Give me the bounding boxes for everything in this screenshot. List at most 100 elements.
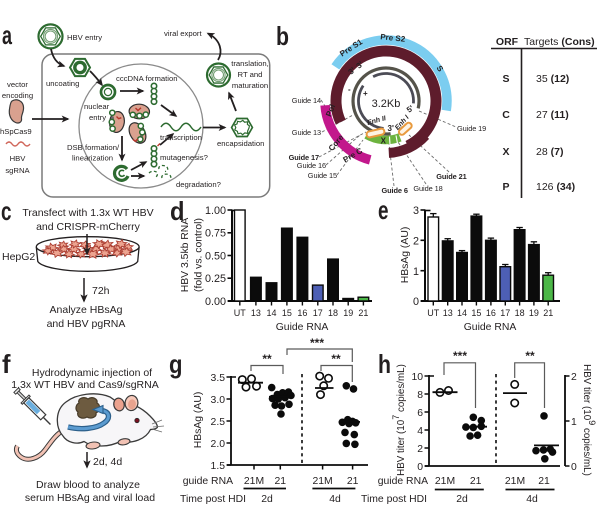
svg-text:21: 21 [538, 476, 550, 487]
svg-text:21: 21 [543, 308, 553, 318]
svg-text:**: ** [262, 352, 272, 366]
svg-text:Guide 19: Guide 19 [457, 124, 486, 133]
svg-text:ORF: ORF [496, 36, 519, 48]
svg-text:1.3x WT HBV and Cas9/sgRNA: 1.3x WT HBV and Cas9/sgRNA [11, 379, 158, 391]
svg-text:HBV 3.5kb RNA: HBV 3.5kb RNA [180, 218, 191, 293]
svg-text:Guide RNA: Guide RNA [276, 322, 329, 333]
svg-text:1: 1 [571, 417, 577, 428]
svg-text:maturation: maturation [232, 81, 268, 90]
svg-text:18: 18 [328, 308, 338, 318]
svg-text:Pol: Pol [324, 103, 337, 118]
svg-text:27 (11): 27 (11) [536, 109, 569, 121]
svg-text:28 (7): 28 (7) [536, 146, 563, 158]
svg-text:f: f [2, 349, 11, 379]
svg-text:1.5: 1.5 [211, 461, 226, 472]
svg-text:2: 2 [571, 372, 577, 383]
svg-text:Hydrodynamic injection of: Hydrodynamic injection of [32, 367, 152, 379]
svg-text:0.75: 0.75 [205, 228, 226, 240]
svg-text:13: 13 [251, 308, 261, 318]
svg-text:15: 15 [471, 308, 481, 318]
svg-text:RT and: RT and [238, 70, 263, 79]
svg-text:X: X [381, 137, 387, 146]
svg-text:+: + [363, 89, 368, 98]
svg-text:16: 16 [297, 308, 307, 318]
svg-text:21: 21 [347, 476, 359, 487]
svg-text:6: 6 [417, 408, 423, 419]
svg-text:HBV: HBV [10, 154, 27, 163]
svg-text:**: ** [525, 349, 535, 363]
svg-text:guide RNA: guide RNA [378, 476, 428, 487]
svg-text:Targets (Cons): Targets (Cons) [524, 36, 595, 48]
svg-text:19: 19 [529, 308, 539, 318]
svg-text:X: X [502, 146, 509, 158]
svg-text:0: 0 [417, 462, 423, 473]
svg-text:Guide 18: Guide 18 [413, 184, 442, 193]
svg-text:2d: 2d [456, 494, 468, 505]
svg-text:21: 21 [358, 308, 368, 318]
svg-text:2.5: 2.5 [211, 417, 226, 428]
svg-text:Guide 16: Guide 16 [297, 161, 326, 170]
svg-text:encoding: encoding [2, 91, 33, 100]
svg-text:Guide RNA: Guide RNA [464, 322, 517, 333]
svg-text:2d, 4d: 2d, 4d [93, 456, 122, 468]
svg-text:serum HBsAg and viral load: serum HBsAg and viral load [25, 492, 155, 504]
svg-text:19: 19 [343, 308, 353, 318]
svg-text:0: 0 [413, 296, 419, 308]
svg-text:18: 18 [515, 308, 525, 318]
svg-text:***: *** [453, 349, 467, 363]
svg-text:entry: entry [89, 113, 106, 122]
svg-text:14: 14 [266, 308, 276, 318]
svg-text:viral export: viral export [164, 29, 202, 38]
svg-text:3.5: 3.5 [211, 373, 226, 384]
svg-text:21M: 21M [505, 476, 525, 487]
svg-text:2d: 2d [261, 494, 273, 505]
svg-text:Time post HDI: Time post HDI [361, 494, 427, 505]
svg-text:hSpCas9: hSpCas9 [0, 127, 32, 136]
svg-text:b: b [276, 21, 289, 51]
svg-text:linearization: linearization [72, 154, 113, 163]
svg-text:Pre S2: Pre S2 [380, 32, 406, 44]
svg-text:17: 17 [313, 308, 323, 318]
svg-text:4: 4 [417, 426, 423, 437]
svg-text:10: 10 [411, 372, 423, 383]
svg-text:HBV entry: HBV entry [67, 33, 102, 42]
svg-text:S: S [502, 73, 509, 85]
svg-text:h: h [378, 349, 391, 379]
svg-text:DSB formation/: DSB formation/ [67, 143, 120, 152]
svg-text:UT: UT [234, 308, 246, 318]
svg-text:**: ** [331, 352, 341, 366]
svg-text:3.0: 3.0 [211, 395, 226, 406]
svg-text:3': 3' [347, 65, 358, 76]
svg-text:uncoating: uncoating [46, 79, 79, 88]
svg-text:17: 17 [500, 308, 510, 318]
svg-text:HepG2: HepG2 [2, 251, 35, 263]
svg-text:Guide 14: Guide 14 [292, 96, 321, 105]
svg-text:0.25: 0.25 [205, 273, 226, 285]
svg-text:Analyze HBsAg: Analyze HBsAg [50, 304, 123, 316]
svg-text:translation,: translation, [231, 59, 269, 68]
svg-text:Guide 21: Guide 21 [436, 172, 466, 181]
svg-text:4d: 4d [329, 494, 341, 505]
svg-text:21: 21 [470, 476, 482, 487]
svg-text:2: 2 [417, 444, 423, 455]
svg-text:3': 3' [388, 124, 394, 133]
svg-text:Time post HDI: Time post HDI [180, 494, 246, 505]
svg-text:Draw blood to analyze: Draw blood to analyze [36, 479, 140, 491]
svg-text:vector: vector [7, 80, 28, 89]
svg-text:***: *** [310, 336, 324, 350]
svg-text:cccDNA formation: cccDNA formation [116, 74, 178, 83]
svg-text:Guide 17: Guide 17 [289, 153, 319, 162]
svg-text:e: e [378, 195, 389, 225]
svg-text:1.00: 1.00 [205, 205, 226, 217]
svg-text:-: - [348, 85, 351, 94]
svg-text:Guide 6: Guide 6 [381, 186, 407, 195]
svg-text:HBsAg (AU): HBsAg (AU) [193, 392, 204, 449]
svg-text:Enh II: Enh II [366, 115, 387, 127]
svg-text:0.50: 0.50 [205, 250, 226, 262]
svg-text:transcription: transcription [160, 133, 202, 142]
svg-text:UT: UT [427, 308, 439, 318]
svg-text:21: 21 [275, 476, 287, 487]
svg-text:21M: 21M [244, 476, 264, 487]
svg-text:degradation?: degradation? [176, 180, 221, 189]
svg-text:15: 15 [282, 308, 292, 318]
